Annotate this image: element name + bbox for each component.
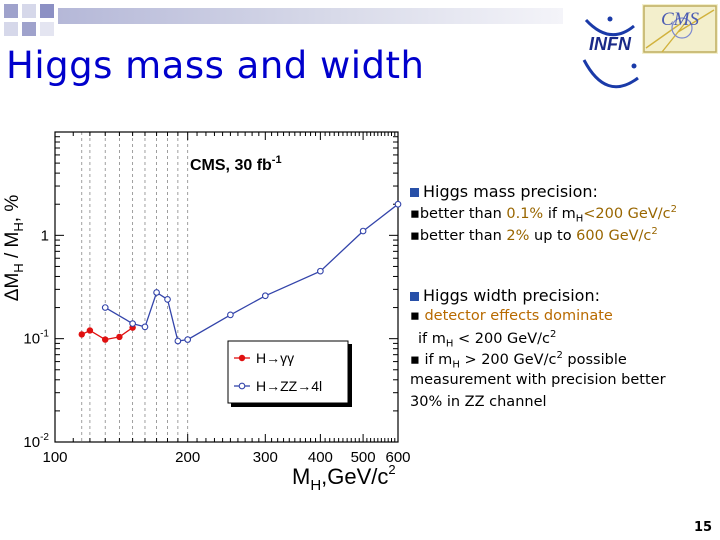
data-point — [394, 200, 402, 208]
bullet-square-icon — [410, 292, 419, 301]
bullet-square-icon — [410, 188, 419, 197]
data-point — [317, 267, 324, 275]
data-point — [261, 292, 269, 300]
data-point — [141, 323, 149, 331]
x-tick-label: 600 — [385, 449, 410, 466]
y-tick-label: 1 — [41, 227, 49, 244]
data-point — [129, 320, 136, 327]
y-tick-label: 10-1 — [23, 329, 49, 348]
chart-annotation: CMS, 30 fb-1 — [190, 154, 282, 174]
data-point — [116, 333, 123, 341]
width-precision-bullet-2-cont: measurement with precision better — [410, 372, 666, 388]
slide-title: Higgs mass and width — [6, 44, 425, 87]
data-point — [184, 336, 192, 343]
mass-precision-header: Higgs mass precision: — [410, 182, 598, 201]
infn-logo: INFN — [582, 16, 639, 89]
series-h-zz-4l — [101, 200, 402, 345]
legend-marker — [238, 354, 246, 362]
x-tick-label: 200 — [175, 449, 200, 466]
data-point — [174, 337, 182, 345]
infn-logo-text: INFN — [589, 34, 632, 54]
series-h-gamma-gamma — [78, 324, 136, 343]
legend-entry-label: H→ZZ→4l — [256, 378, 322, 394]
plot-frame — [54, 131, 399, 443]
data-point — [101, 304, 109, 311]
legend-marker — [238, 382, 246, 390]
y-axis-label: ΔMH / MH, % — [2, 195, 26, 302]
y-tick-label: 10-2 — [23, 432, 49, 451]
width-precision-bullet-1: ▪ detector effects dominate — [410, 308, 613, 324]
data-point — [78, 331, 85, 338]
data-point — [102, 336, 109, 343]
legend-shadow — [348, 344, 352, 407]
x-tick-label: 500 — [351, 449, 376, 466]
width-precision-bullet-1-cont: if mH < 200 GeV/c2 — [418, 329, 557, 350]
data-point — [359, 227, 367, 235]
x-tick-label: 400 — [308, 449, 333, 466]
corner-decoration — [4, 4, 54, 36]
page-number: 15 — [694, 520, 713, 535]
x-tick-label: 300 — [253, 449, 278, 466]
width-precision-header: Higgs width precision: — [410, 286, 600, 305]
series-line — [104, 203, 399, 342]
data-point — [153, 289, 160, 296]
data-point — [164, 296, 171, 303]
cms-logo-text: CMS — [661, 9, 700, 30]
data-point — [227, 311, 234, 319]
x-tick-label: 100 — [42, 449, 67, 466]
mass-precision-bullet-2: ▪better than 2% up to 600 GeV/c2 — [410, 226, 658, 244]
cms-logo: CMS — [642, 4, 718, 54]
title-bar-decoration — [58, 8, 563, 24]
x-axis-label: MH,GeV/c2 — [292, 462, 396, 490]
data-point — [86, 327, 94, 334]
legend-entry-label: H→γγ — [256, 350, 294, 366]
width-precision-bullet-2: ▪ if mH > 200 GeV/c2 possible — [410, 350, 627, 371]
mass-precision-bullet-1: ▪better than 0.1% if mH<200 GeV/c2 — [410, 204, 677, 225]
chart-legend — [227, 340, 349, 404]
width-precision-bullet-2-cont2: 30% in ZZ channel — [410, 394, 547, 410]
legend-shadow — [231, 403, 351, 407]
